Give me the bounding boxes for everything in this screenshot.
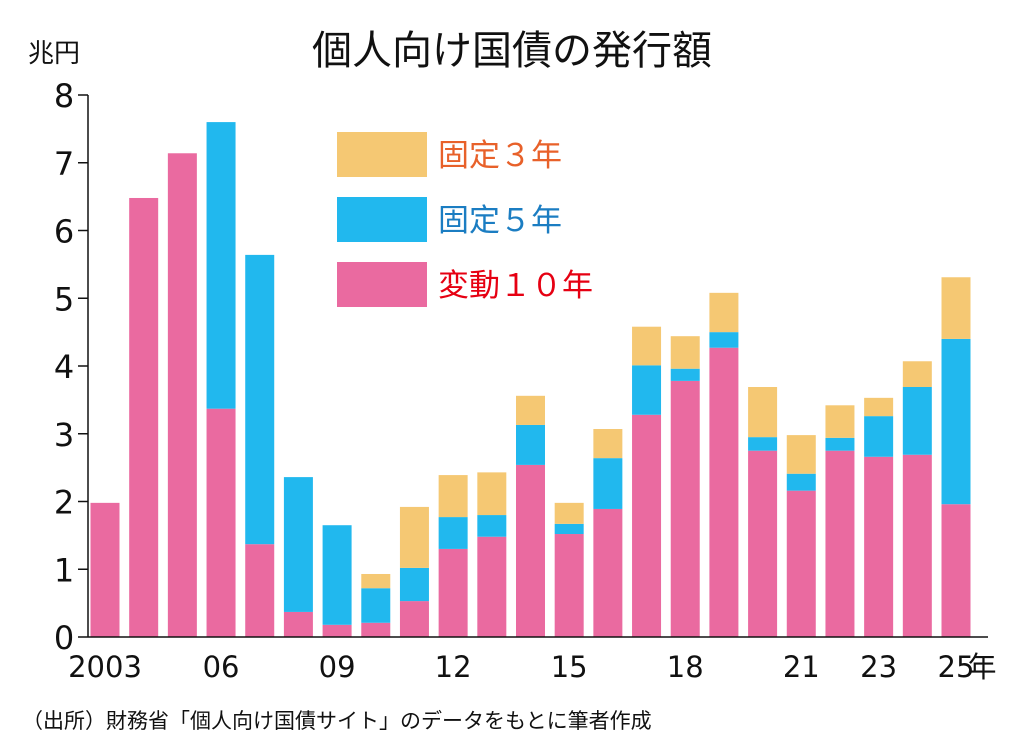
bar-2014-series-1	[516, 424, 545, 465]
legend-label: 変動１０年	[438, 268, 593, 304]
bar-2014-series-2	[516, 395, 545, 425]
chart-title: 個人向け国債の発行額	[312, 28, 712, 74]
bar-2006-series-0	[206, 408, 236, 637]
x-tick-label: 12	[435, 650, 472, 684]
bar-2019-series-0	[709, 347, 739, 637]
y-tick-label: 3	[54, 416, 74, 454]
bar-2025-series-1	[941, 338, 971, 505]
bar-2015-series-0	[554, 534, 584, 637]
source-note: （出所）財務省「個人向け国債サイト」のデータをもとに筆者作成	[22, 709, 652, 733]
bar-2022-series-2	[825, 405, 855, 438]
bar-2023-series-0	[864, 456, 894, 637]
bar-2025-series-2	[941, 277, 971, 339]
legend-swatch	[337, 197, 427, 242]
bar-2019-series-1	[709, 332, 739, 348]
bar-2011-series-2	[399, 506, 429, 568]
bar-2015-series-2	[554, 502, 584, 524]
bar-2020-series-0	[748, 450, 778, 637]
bar-2016-series-0	[593, 508, 623, 637]
bar-2022-series-0	[825, 450, 855, 637]
x-axis-unit: 年	[967, 650, 996, 684]
bar-2012-series-1	[438, 517, 468, 549]
bar-2021-series-2	[786, 435, 816, 474]
bar-2011-series-1	[399, 567, 429, 602]
bar-2023-series-1	[864, 416, 894, 457]
y-tick-label: 0	[54, 619, 74, 657]
bar-2006-series-1	[206, 122, 236, 409]
bar-2019-series-2	[709, 292, 739, 333]
y-tick-label: 5	[54, 280, 74, 318]
bar-2007-series-0	[245, 544, 275, 637]
bar-2016-series-2	[593, 429, 623, 459]
bar-2010-series-0	[361, 622, 391, 637]
bar-2009-series-1	[322, 525, 352, 625]
x-tick-label: 09	[319, 650, 356, 684]
x-tick-label: 25	[938, 650, 975, 684]
bar-2025-series-0	[941, 504, 971, 637]
x-tick-label: 06	[203, 650, 240, 684]
bar-2011-series-0	[399, 601, 429, 637]
bar-2009-series-0	[322, 624, 352, 637]
legend-label: 固定５年	[438, 203, 562, 239]
bar-2018-series-0	[670, 380, 700, 637]
bar-2013-series-2	[477, 472, 507, 516]
bar-2005-series-0	[167, 153, 197, 637]
y-tick-label: 4	[54, 348, 74, 386]
y-tick-label: 6	[54, 213, 74, 251]
bar-2020-series-2	[748, 387, 778, 438]
legend-swatch	[337, 262, 427, 307]
x-tick-label: 2003	[68, 650, 142, 684]
bar-2004-series-0	[129, 197, 159, 638]
x-tick-label: 18	[667, 650, 704, 684]
bar-2022-series-1	[825, 437, 855, 451]
bar-2008-series-1	[283, 477, 313, 612]
bar-2024-series-2	[902, 361, 932, 388]
bar-2015-series-1	[554, 523, 584, 535]
bar-2017-series-2	[632, 326, 662, 366]
y-axis-unit: 兆円	[28, 39, 80, 69]
bar-2012-series-0	[438, 548, 468, 637]
bar-2018-series-2	[670, 336, 700, 369]
bar-2021-series-0	[786, 490, 816, 637]
bar-2021-series-1	[786, 473, 816, 491]
y-tick-label: 2	[54, 484, 74, 522]
x-tick-label: 15	[551, 650, 588, 684]
x-tick-label: 21	[783, 650, 820, 684]
bar-2008-series-0	[283, 611, 313, 637]
y-tick-label: 1	[54, 551, 74, 589]
bar-2003-series-0	[90, 502, 120, 637]
bar-2020-series-1	[748, 437, 778, 451]
bar-2017-series-0	[632, 414, 662, 637]
bar-2024-series-0	[902, 454, 932, 637]
bar-2018-series-1	[670, 368, 700, 381]
x-tick-label: 23	[860, 650, 897, 684]
bar-2013-series-1	[477, 515, 507, 537]
bar-2017-series-1	[632, 365, 662, 415]
bar-2007-series-1	[245, 254, 275, 545]
y-tick-label: 8	[54, 77, 74, 115]
legend-label: 固定３年	[438, 138, 562, 174]
bar-2023-series-2	[864, 397, 894, 417]
bar-2014-series-0	[516, 464, 545, 637]
bar-2012-series-2	[438, 475, 468, 518]
bars-group	[90, 122, 971, 638]
bar-2016-series-1	[593, 458, 623, 509]
bar-2010-series-2	[361, 573, 391, 589]
y-tick-label: 7	[54, 145, 74, 183]
bar-2013-series-0	[477, 536, 507, 637]
bar-2024-series-1	[902, 387, 932, 455]
bar-2010-series-1	[361, 588, 391, 623]
legend-swatch	[337, 132, 427, 177]
